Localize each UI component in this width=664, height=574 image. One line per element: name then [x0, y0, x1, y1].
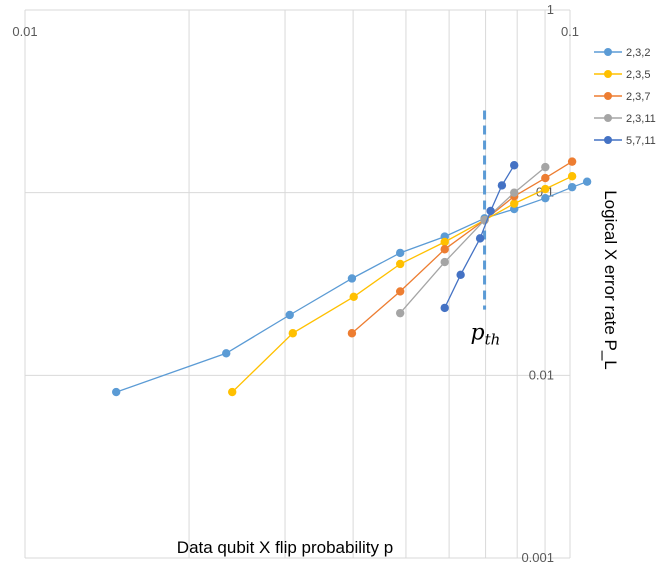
series-line [231, 175, 573, 393]
data-point [510, 199, 519, 208]
legend-item: 2,3,5 [594, 69, 650, 81]
legend-label: 2,3,5 [626, 69, 650, 81]
legend-item: 2,3,2 [594, 47, 650, 59]
threshold-label-sub: th [485, 331, 501, 349]
series-5-7-11 [440, 161, 519, 313]
data-point [582, 177, 592, 186]
data-point [541, 162, 550, 172]
data-point [222, 349, 231, 358]
legend-item: 5,7,11 [594, 135, 656, 147]
data-point [395, 248, 405, 258]
data-point [567, 182, 577, 192]
y-tick-label: 1 [547, 2, 554, 17]
data-point [395, 259, 405, 269]
x-tick-label: 0.01 [12, 24, 37, 39]
legend-label: 2,3,11 [626, 113, 656, 125]
data-point [541, 173, 550, 183]
series-line [399, 166, 546, 314]
x-tick-label: 0.1 [561, 24, 579, 39]
data-point [440, 303, 449, 313]
data-point [510, 188, 519, 197]
series-line [115, 181, 588, 393]
y-axis-label: Logical X error rate P_L [601, 190, 620, 370]
data-point [395, 308, 405, 318]
data-point [456, 270, 465, 280]
data-point [475, 234, 485, 243]
legend-swatch-marker [604, 70, 612, 78]
data-point [497, 181, 507, 190]
x-axis-label: Data qubit X flip probability p [177, 538, 393, 557]
series-layer [111, 157, 592, 397]
data-point [541, 184, 550, 194]
data-point [288, 329, 297, 338]
data-point [349, 292, 358, 302]
legend-item: 2,3,7 [594, 91, 650, 103]
threshold-label: pth [471, 321, 501, 349]
data-point [440, 237, 449, 247]
legend-swatch-marker [604, 114, 612, 122]
data-point [440, 257, 449, 267]
legend-swatch-marker [604, 136, 612, 144]
series-2-3-2 [111, 177, 592, 397]
y-tick-label: 0.001 [521, 550, 554, 565]
grid [24, 9, 571, 559]
data-point [347, 329, 357, 338]
data-point [347, 274, 357, 283]
legend-label: 2,3,2 [626, 47, 650, 59]
data-point [440, 245, 449, 254]
data-point [285, 310, 294, 320]
data-point [111, 387, 121, 397]
legend: 2,3,2 2,3,5 2,3,7 2,3,11 5,7,11 [594, 47, 656, 147]
threshold-label-main: p [471, 321, 485, 346]
legend-item: 2,3,11 [594, 113, 656, 125]
data-point [228, 387, 237, 397]
data-point [541, 193, 550, 203]
data-point [510, 161, 519, 170]
legend-swatch-marker [604, 92, 612, 100]
y-tick-label: 0.01 [529, 367, 554, 382]
legend-label: 2,3,7 [626, 91, 650, 103]
series-2-3-11 [395, 162, 550, 318]
legend-label: 5,7,11 [626, 135, 656, 147]
legend-swatch-marker [604, 48, 612, 56]
data-point [567, 157, 577, 166]
data-point [567, 172, 577, 181]
data-point [395, 287, 405, 296]
series-2-3-5 [228, 172, 577, 397]
data-point [486, 206, 495, 216]
